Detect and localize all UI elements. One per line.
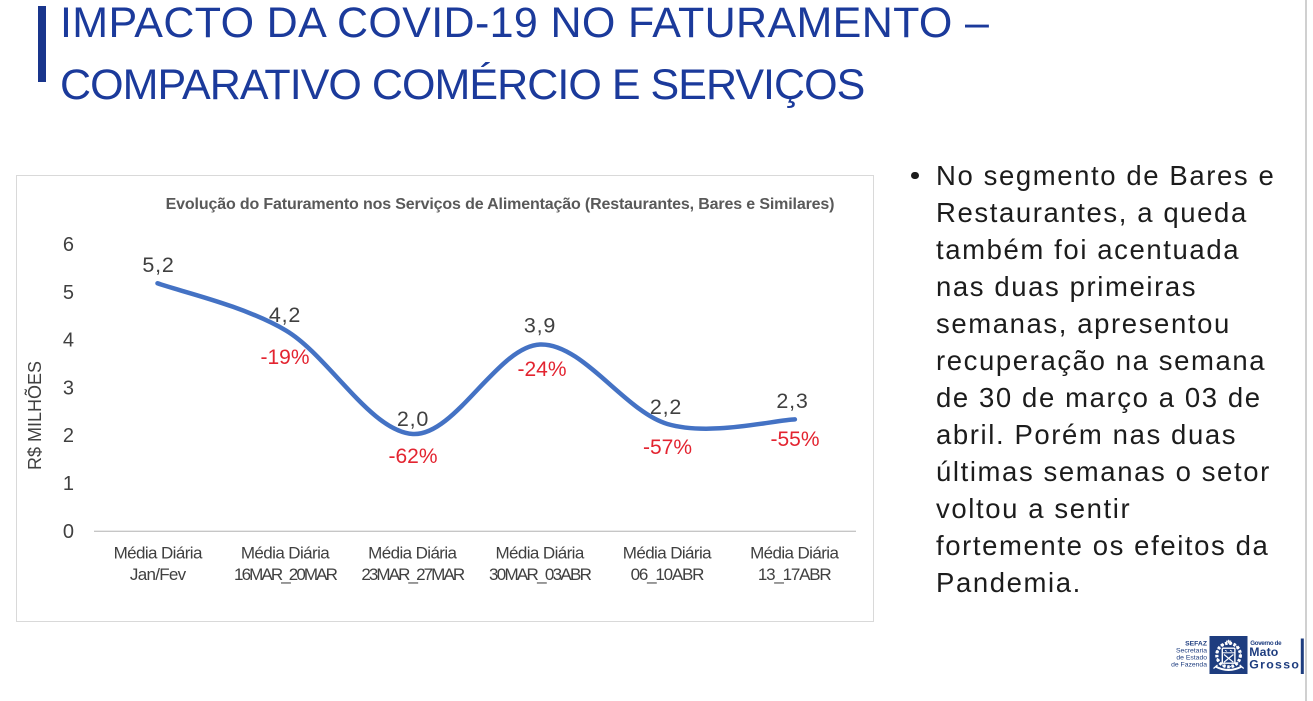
svg-text:Mato: Mato — [1249, 645, 1278, 659]
svg-text:SEFAZ: SEFAZ — [1185, 640, 1207, 647]
svg-text:Média Diária: Média Diária — [750, 544, 839, 563]
svg-text:06_10ABR: 06_10ABR — [631, 565, 705, 584]
svg-text:Grosso: Grosso — [1249, 658, 1300, 672]
svg-text:-55%: -55% — [770, 428, 819, 451]
svg-text:-19%: -19% — [260, 346, 309, 369]
svg-text:R$ MILHÕES: R$ MILHÕES — [24, 361, 45, 470]
svg-text:13_17ABR: 13_17ABR — [758, 565, 832, 584]
svg-text:2,3: 2,3 — [776, 389, 808, 413]
svg-text:Secretaria: Secretaria — [1176, 647, 1207, 654]
svg-text:4: 4 — [63, 330, 74, 352]
svg-text:Média Diária: Média Diária — [495, 544, 584, 563]
svg-text:3,9: 3,9 — [524, 314, 556, 338]
svg-text:-62%: -62% — [388, 445, 437, 468]
svg-text:Média Diária: Média Diária — [114, 544, 203, 563]
svg-text:-24%: -24% — [517, 358, 566, 381]
svg-text:5,2: 5,2 — [142, 253, 174, 277]
svg-text:2: 2 — [63, 425, 74, 447]
svg-text:30MAR_03ABR: 30MAR_03ABR — [489, 565, 592, 584]
svg-text:1: 1 — [63, 473, 74, 495]
svg-text:Média Diária: Média Diária — [368, 544, 457, 563]
svg-text:6: 6 — [63, 234, 74, 256]
svg-text:Governo de: Governo de — [1250, 640, 1282, 647]
svg-text:3: 3 — [63, 377, 74, 399]
svg-text:de Fazenda: de Fazenda — [1171, 661, 1207, 668]
svg-text:Média Diária: Média Diária — [623, 544, 712, 563]
svg-text:Jan/Fev: Jan/Fev — [130, 565, 187, 584]
svg-text:de Estado: de Estado — [1176, 654, 1207, 661]
svg-text:-57%: -57% — [643, 436, 692, 459]
svg-text:23MAR_27MAR: 23MAR_27MAR — [361, 565, 465, 584]
svg-text:2,0: 2,0 — [397, 407, 429, 431]
svg-text:Média Diária: Média Diária — [241, 544, 330, 563]
svg-text:16MAR_20MAR: 16MAR_20MAR — [234, 565, 338, 584]
svg-text:Evolução do Faturamento nos Se: Evolução do Faturamento nos Serviços de … — [166, 196, 835, 213]
svg-text:5: 5 — [63, 282, 74, 304]
svg-text:4,2: 4,2 — [269, 303, 301, 327]
svg-text:2,2: 2,2 — [650, 395, 682, 419]
svg-text:0: 0 — [63, 521, 74, 543]
